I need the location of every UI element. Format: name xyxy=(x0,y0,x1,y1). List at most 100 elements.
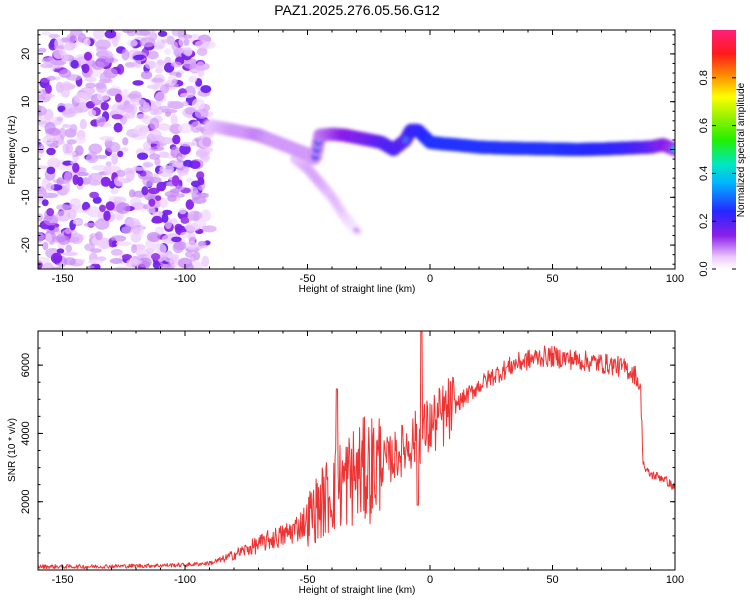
noise-speckle xyxy=(124,217,140,228)
noise-speckle xyxy=(104,30,117,39)
noise-speckle xyxy=(85,153,99,164)
colorbar-tick-label: 0.4 xyxy=(698,166,710,181)
snr-background xyxy=(38,331,675,570)
noise-speckle xyxy=(59,127,66,139)
noise-speckle xyxy=(134,30,151,36)
noise-speckle xyxy=(149,153,161,160)
x-tick-label: -100 xyxy=(174,273,196,285)
noise-speckle xyxy=(161,213,169,224)
colorbar-tick-label: 0.6 xyxy=(698,118,710,133)
noise-speckle xyxy=(154,243,167,255)
noise-speckle xyxy=(62,251,78,256)
noise-speckle xyxy=(175,185,185,191)
noise-speckle xyxy=(155,195,162,202)
noise-speckle xyxy=(55,233,67,243)
noise-speckle xyxy=(115,93,123,103)
noise-speckle xyxy=(90,248,102,253)
x-tick-label: 50 xyxy=(546,574,558,586)
noise-speckle xyxy=(94,218,110,230)
noise-speckle xyxy=(117,104,127,111)
noise-speckle xyxy=(197,177,205,186)
x-tick-label: -50 xyxy=(300,273,316,285)
noise-speckle xyxy=(56,116,64,122)
noise-speckle xyxy=(99,136,115,142)
snr-x-axis-label: Height of straight line (km) xyxy=(299,585,416,596)
noise-speckle xyxy=(114,176,125,187)
noise-speckle xyxy=(44,141,60,148)
y-tick-label: 6000 xyxy=(20,353,32,377)
noise-speckle xyxy=(47,157,61,169)
noise-speckle xyxy=(133,124,150,136)
noise-speckle xyxy=(38,47,47,53)
noise-speckle xyxy=(194,108,209,119)
x-tick-label: -150 xyxy=(51,574,73,586)
noise-speckle xyxy=(89,191,99,199)
snr-y-axis-label: SNR (10 * v/v) xyxy=(7,418,18,482)
y-tick-label: -20 xyxy=(20,237,32,253)
noise-speckle xyxy=(187,210,203,221)
noise-speckle xyxy=(159,136,172,144)
noise-speckle xyxy=(156,181,166,192)
noise-speckle xyxy=(177,257,193,269)
noise-speckle xyxy=(38,256,51,263)
noise-speckle xyxy=(83,222,96,227)
noise-speckle xyxy=(130,166,146,171)
noise-speckle xyxy=(91,174,102,180)
noise-speckle xyxy=(83,51,93,61)
noise-speckle xyxy=(50,60,67,66)
noise-speckle xyxy=(148,129,162,142)
noise-speckle xyxy=(171,30,181,37)
noise-speckle xyxy=(53,48,65,59)
spectrogram-noise-region xyxy=(38,30,217,269)
noise-speckle xyxy=(122,30,135,34)
noise-speckle xyxy=(172,241,184,254)
noise-speckle xyxy=(137,152,149,160)
noise-speckle xyxy=(201,255,210,267)
noise-speckle xyxy=(165,111,172,117)
noise-speckle xyxy=(170,146,180,158)
spectrogram-ridge xyxy=(203,119,675,236)
noise-speckle xyxy=(188,75,198,83)
noise-speckle xyxy=(103,165,112,176)
noise-speckle xyxy=(105,141,121,153)
noise-speckle xyxy=(91,164,107,171)
noise-speckle xyxy=(38,152,43,158)
noise-speckle xyxy=(95,231,103,241)
noise-speckle xyxy=(96,92,110,101)
noise-speckle xyxy=(185,241,198,250)
noise-speckle xyxy=(93,30,105,40)
noise-speckle xyxy=(84,76,97,83)
snr-y-axis: 2000 4000 6000 xyxy=(20,330,675,571)
noise-speckle xyxy=(181,101,189,107)
y-tick-label: 0 xyxy=(20,146,32,152)
noise-speckle xyxy=(83,38,91,47)
noise-speckle xyxy=(116,202,131,214)
noise-speckle xyxy=(171,78,178,84)
noise-speckle xyxy=(146,232,161,242)
noise-speckle xyxy=(121,48,130,61)
noise-speckle xyxy=(61,81,73,91)
colorbar-ticks: 0.0 0.2 0.4 0.6 0.8 xyxy=(698,70,736,277)
noise-speckle xyxy=(160,39,171,44)
noise-speckle xyxy=(111,240,118,247)
noise-speckle xyxy=(57,105,66,113)
noise-speckle xyxy=(149,117,160,130)
y-tick-label: -10 xyxy=(20,189,32,205)
noise-speckle xyxy=(152,211,160,217)
noise-speckle xyxy=(203,41,216,49)
noise-speckle xyxy=(111,114,124,120)
noise-speckle xyxy=(38,231,45,243)
noise-speckle xyxy=(105,201,115,211)
noise-speckle xyxy=(148,176,162,184)
noise-speckle xyxy=(88,259,103,265)
colorbar-gradient xyxy=(712,30,736,269)
noise-speckle xyxy=(170,114,178,125)
noise-speckle xyxy=(96,116,107,126)
noise-speckle xyxy=(183,159,193,168)
noise-speckle xyxy=(180,217,190,224)
noise-speckle xyxy=(199,192,209,199)
x-tick-label: 100 xyxy=(666,574,684,586)
noise-speckle xyxy=(113,196,127,203)
noise-speckle xyxy=(154,91,167,104)
